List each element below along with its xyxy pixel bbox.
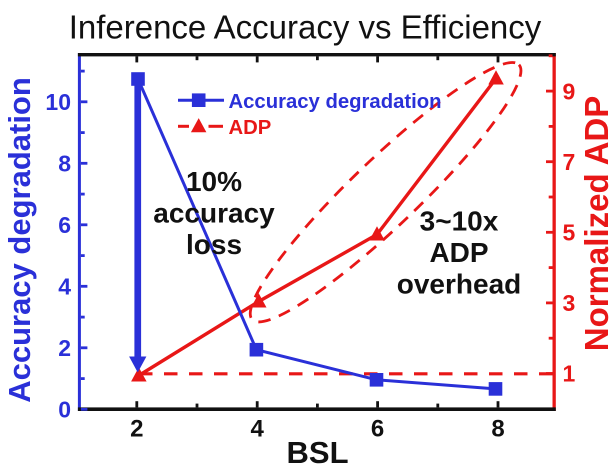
- svg-text:4: 4: [251, 416, 265, 443]
- svg-text:10: 10: [45, 89, 71, 115]
- svg-text:8: 8: [58, 151, 71, 177]
- svg-text:2: 2: [58, 335, 71, 361]
- svg-text:3: 3: [563, 290, 576, 316]
- svg-text:9: 9: [563, 78, 576, 104]
- svg-text:ADP: ADP: [229, 117, 272, 139]
- svg-text:BSL: BSL: [287, 435, 349, 469]
- svg-text:1: 1: [563, 361, 576, 387]
- svg-text:ADP: ADP: [429, 237, 488, 268]
- svg-text:6: 6: [58, 212, 71, 238]
- svg-text:3~10x: 3~10x: [420, 206, 499, 237]
- svg-text:5: 5: [563, 220, 576, 246]
- svg-text:4: 4: [58, 274, 71, 300]
- svg-text:6: 6: [371, 416, 384, 443]
- svg-text:accuracy: accuracy: [153, 198, 275, 229]
- svg-text:Inference Accuracy vs Efficien: Inference Accuracy vs Efficiency: [69, 9, 542, 46]
- svg-text:overhead: overhead: [397, 269, 522, 300]
- svg-text:8: 8: [491, 416, 504, 443]
- svg-text:Normalized ADP: Normalized ADP: [578, 96, 613, 352]
- svg-text:10%: 10%: [186, 166, 242, 197]
- svg-text:Accuracy degradation: Accuracy degradation: [2, 77, 37, 403]
- svg-text:loss: loss: [186, 229, 242, 260]
- svg-text:2: 2: [130, 416, 143, 443]
- svg-text:Accuracy degradation: Accuracy degradation: [229, 91, 442, 113]
- svg-text:7: 7: [563, 149, 576, 175]
- svg-text:0: 0: [58, 397, 71, 423]
